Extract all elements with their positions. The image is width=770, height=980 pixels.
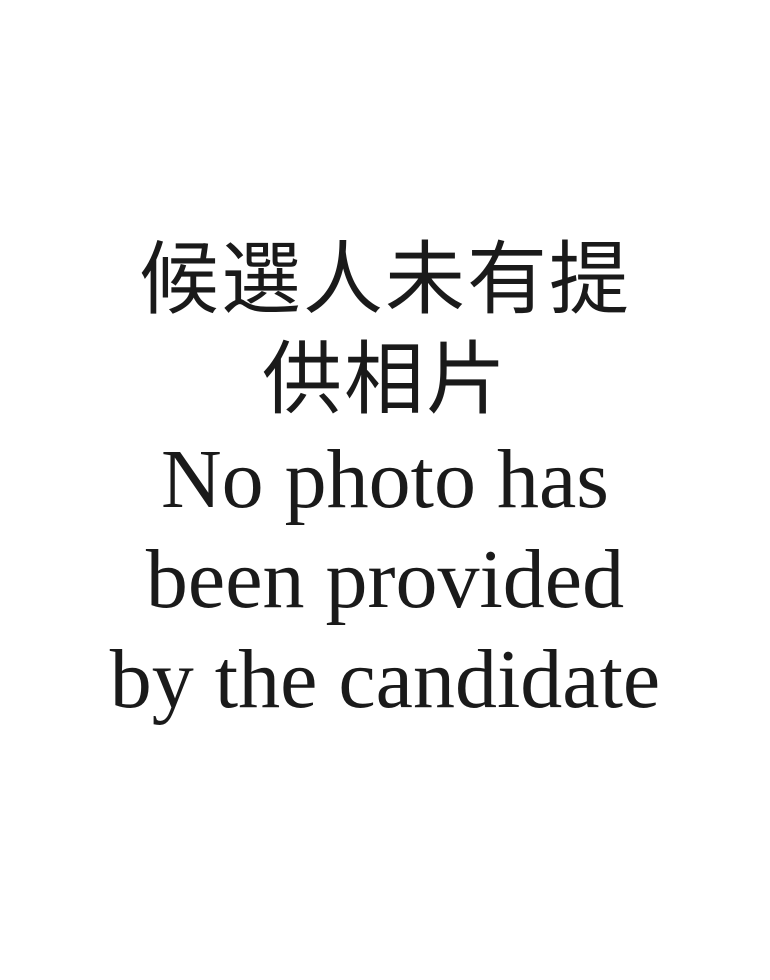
chinese-message-line-2: 供相片 — [262, 333, 508, 426]
english-message-line-1: No photo has — [161, 433, 609, 526]
english-message-line-2: been provided — [145, 533, 625, 626]
chinese-message-line-1: 候選人未有提 — [139, 233, 631, 326]
english-message-line-3: by the candidate — [109, 633, 661, 726]
